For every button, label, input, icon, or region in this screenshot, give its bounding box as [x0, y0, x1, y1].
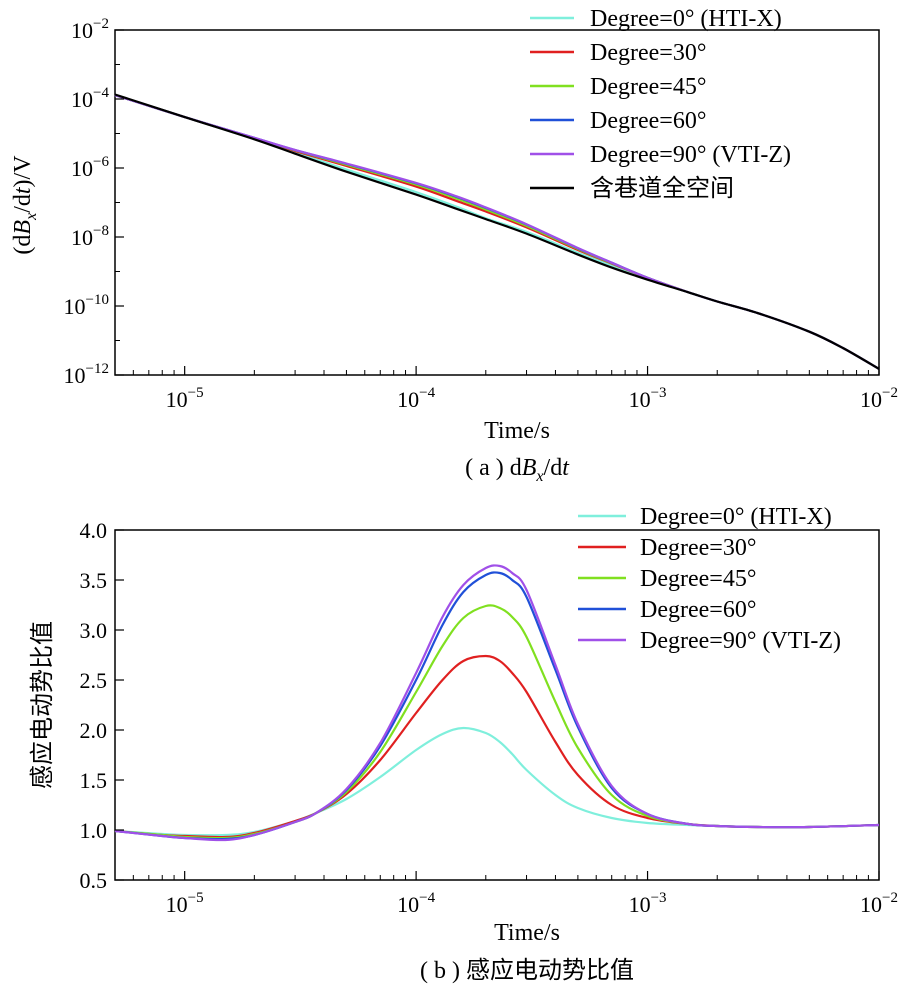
- y-axis-label-b: 感应电动势比值: [29, 621, 56, 789]
- y-tick-label: 2.0: [80, 718, 108, 743]
- series-line-1-4: [114, 564, 880, 842]
- y-tick-label: 3.5: [80, 568, 108, 593]
- x-tick-label: 10−4: [397, 890, 435, 917]
- legend-label: 含巷道全空间: [590, 175, 734, 202]
- x-axis-label-a: Time/s: [484, 418, 550, 444]
- x-ticks-a: 10−5 10−4 10−3 10−2: [132, 366, 898, 412]
- x-ticks-b: 10−5 10−4 10−3 10−2: [132, 871, 898, 917]
- y-tick-label: 1.5: [80, 768, 108, 793]
- series-line-0-2: [114, 94, 880, 370]
- legend-b: Degree=0° (HTI-X) Degree=30° Degree=45° Deg…: [578, 504, 841, 654]
- x-tick-label: 10−2: [860, 385, 898, 412]
- series-line-0-0: [114, 94, 880, 370]
- legend-label: Degree=45°: [590, 74, 706, 100]
- legend-label: Degree=90° (VTI-Z): [640, 628, 841, 654]
- y-tick-label: 10−8: [71, 223, 109, 250]
- y-tick-label: 10−6: [71, 154, 109, 181]
- series-line-0-5: [114, 93, 880, 370]
- plot-frame-b: [114, 529, 880, 881]
- legend-label: Degree=0° (HTI-X): [640, 504, 832, 530]
- legend-label: Degree=0° (HTI-X): [590, 6, 782, 32]
- caption-a: ( a ) dBx/dt: [465, 455, 570, 485]
- y-axis-label-a: (dBx/dt)/V: [10, 155, 40, 255]
- legend-label: Degree=60°: [640, 597, 756, 623]
- series-line-1-0: [114, 726, 880, 837]
- panel-b: 10−5 10−4 10−3 10−2 4.0 3.5 3.0 2.5 2.0 1.5 1.0 0.…: [29, 504, 898, 984]
- series-line-0-3: [114, 94, 880, 370]
- series-line-0-1: [114, 94, 880, 370]
- series-line-1-3: [114, 571, 880, 841]
- legend-label: Degree=30°: [590, 40, 706, 66]
- panel-a: 10−5 10−4 10−3 10−2 10−210−410−610−810−1010…: [10, 6, 898, 485]
- y-tick-label: 10−2: [71, 16, 109, 43]
- series-group-b: [114, 564, 880, 842]
- y-tick-label: 10−4: [71, 85, 109, 112]
- y-tick-label: 1.0: [80, 818, 108, 843]
- x-tick-label: 10−3: [629, 385, 667, 412]
- y-tick-label: 3.0: [80, 618, 108, 643]
- y-tick-label: 0.5: [80, 868, 108, 893]
- y-tick-label: 4.0: [80, 518, 108, 543]
- x-tick-label: 10−5: [166, 385, 204, 412]
- y-ticks-a: 10−2 10−4 10−6 10−8 10−10 10−12: [64, 16, 124, 388]
- legend-a: Degree=0° (HTI-X) Degree=30° Degree=45° Deg…: [530, 6, 791, 202]
- x-tick-label: 10−3: [629, 890, 667, 917]
- legend-label: Degree=30°: [640, 535, 756, 561]
- x-tick-label: 10−4: [397, 385, 435, 412]
- series-line-0-4: [114, 94, 880, 370]
- x-axis-label-b: Time/s: [494, 920, 560, 946]
- x-tick-label: 10−5: [166, 890, 204, 917]
- series-group-a: [114, 93, 880, 370]
- series-line-1-1: [114, 654, 880, 839]
- legend-label: Degree=45°: [640, 566, 756, 592]
- x-tick-label: 10−2: [860, 890, 898, 917]
- y-tick-label: 2.5: [80, 668, 108, 693]
- caption-b: ( b ) 感应电动势比值: [420, 957, 634, 984]
- y-tick-label: 10−12: [64, 361, 109, 388]
- legend-label: Degree=60°: [590, 108, 706, 134]
- y-tick-label: 10−10: [64, 292, 109, 319]
- y-ticks-b: 4.0 3.5 3.0 2.5 2.0 1.5 1.0 0.5: [80, 518, 124, 893]
- legend-label: Degree=90° (VTI-Z): [590, 142, 791, 168]
- plot-frame-a: [114, 29, 880, 376]
